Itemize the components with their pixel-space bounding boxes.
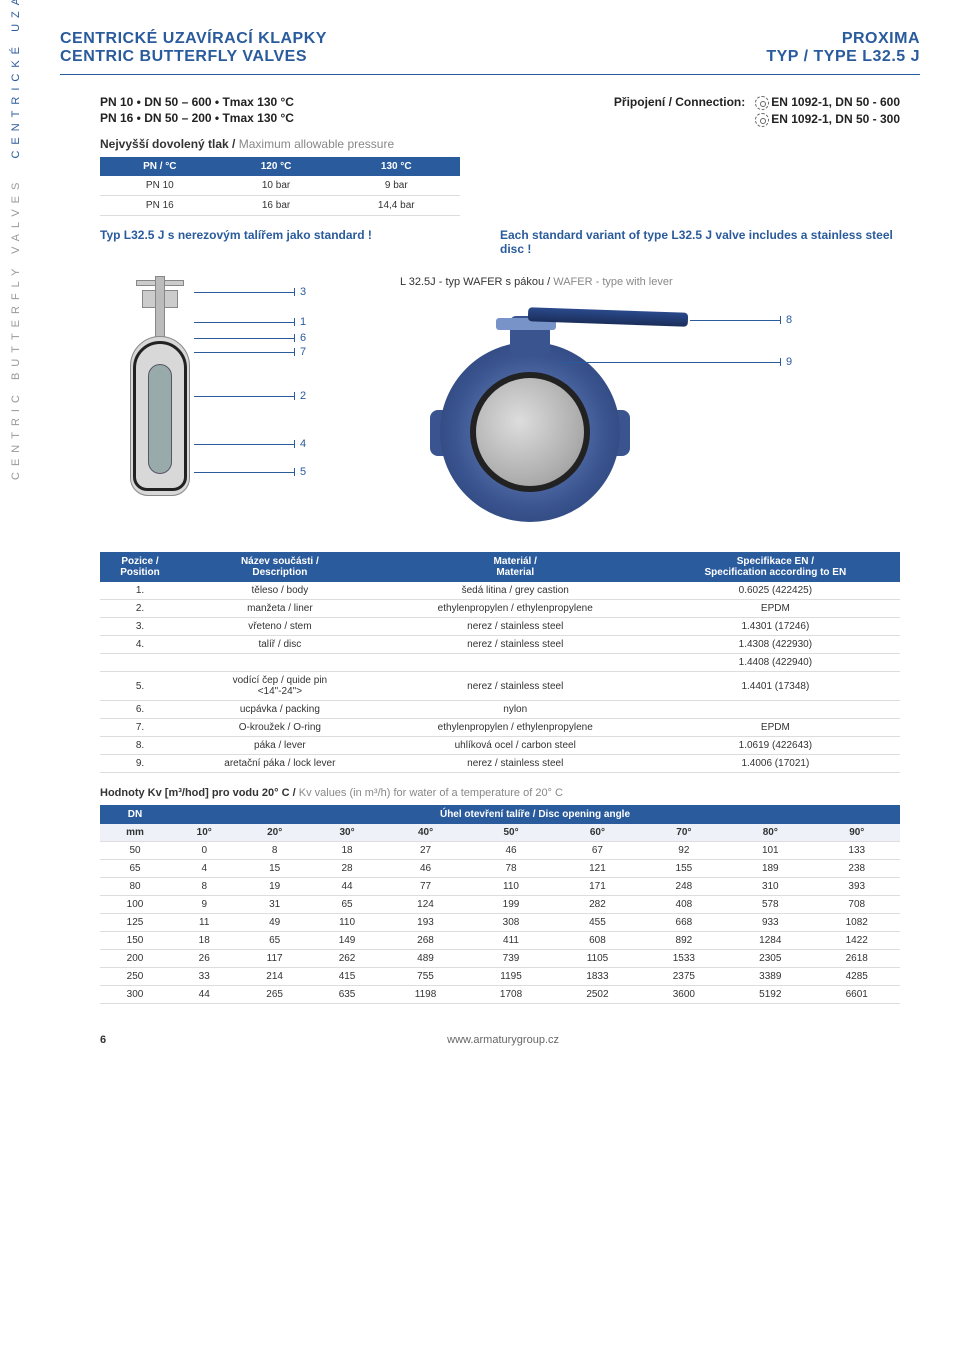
kv-row: 10093165124199282408578708 — [100, 896, 900, 914]
connection-label: Připojení / Connection: — [614, 95, 745, 109]
pressure-col-header: 120 °C — [220, 157, 333, 176]
pressure-table: PN / °C120 °C130 °C PN 1010 bar9 barPN 1… — [100, 157, 460, 216]
parts-col-header: Materiál /Material — [380, 552, 651, 582]
side-label: CENTRIC BUTTERFLY VALVES CENTRICKÉ UZAVÍ… — [10, 0, 22, 480]
callout-5: 5 — [300, 466, 306, 478]
pressure-heading: Nejvyšší dovolený tlak / Maximum allowab… — [100, 137, 920, 151]
standard-note-en: Each standard variant of type L32.5 J va… — [500, 228, 900, 256]
connection-value-1: EN 1092-1, DN 50 - 600 — [755, 95, 900, 110]
parts-row: 9.aretační páka / lock levernerez / stai… — [100, 755, 900, 773]
kv-col-label: mm — [100, 824, 170, 842]
callout-8: 8 — [786, 314, 792, 326]
kv-row: 30044265635119817082502360051926601 — [100, 986, 900, 1004]
kv-col-label: 10° — [170, 824, 238, 842]
standard-note-cz: Typ L32.5 J s nerezovým talířem jako sta… — [100, 228, 372, 256]
kv-table: DN Úhel otevření talíře / Disc opening a… — [100, 805, 900, 1004]
spec-line-1: PN 10 • DN 50 – 600 • Tmax 130 °C — [100, 95, 294, 109]
kv-col-label: 40° — [383, 824, 468, 842]
kv-row: 200261172624897391105153323052618 — [100, 950, 900, 968]
header-brand: PROXIMA — [766, 30, 920, 48]
kv-col-label: 20° — [238, 824, 310, 842]
callout-3: 3 — [300, 286, 306, 298]
photo-caption: L 32.5J - typ WAFER s pákou / WAFER - ty… — [400, 276, 820, 288]
kv-angle-header: Úhel otevření talíře / Disc opening angl… — [170, 805, 900, 824]
parts-row: 3.vřeteno / stemnerez / stainless steel1… — [100, 618, 900, 636]
parts-col-header: Pozice / Position — [100, 552, 180, 582]
figures-row: 3 1 6 7 2 4 5 L 32.5J - typ WAFER s páko… — [100, 276, 920, 532]
parts-row: 7.O-kroužek / O-ringethylenpropylen / et… — [100, 719, 900, 737]
kv-col-label: 80° — [727, 824, 813, 842]
kv-row: 50081827466792101133 — [100, 842, 900, 860]
kv-row: 2503321441575511951833237533894285 — [100, 968, 900, 986]
standard-note-row: Typ L32.5 J s nerezovým talířem jako sta… — [100, 228, 900, 256]
parts-table: Pozice / PositionNázev součásti /Descrip… — [100, 552, 900, 773]
parts-row: 4.talíř / discnerez / stainless steel1.4… — [100, 636, 900, 654]
parts-row: 1.těleso / bodyšedá litina / grey castio… — [100, 582, 900, 600]
flange-icon — [755, 96, 769, 110]
kv-row: 150186514926841160889212841422 — [100, 932, 900, 950]
kv-col-label: 30° — [311, 824, 383, 842]
pressure-col-header: PN / °C — [100, 157, 220, 176]
valve-photo — [400, 312, 660, 532]
parts-col-header: Specifikace EN /Specification according … — [651, 552, 900, 582]
header-title-en: CENTRIC BUTTERFLY VALVES — [60, 48, 327, 66]
parts-row: 2.manžeta / linerethylenpropylen / ethyl… — [100, 600, 900, 618]
spec-row: PN 10 • DN 50 – 600 • Tmax 130 °C PN 16 … — [100, 95, 900, 127]
parts-row: 1.4408 (422940) — [100, 654, 900, 672]
kv-col-label: 90° — [814, 824, 901, 842]
kv-row: 808194477110171248310393 — [100, 878, 900, 896]
parts-row: 5.vodící čep / quide pin<14"-24">nerez /… — [100, 672, 900, 701]
pressure-row: PN 1616 bar14,4 bar — [100, 196, 460, 216]
spec-line-2: PN 16 • DN 50 – 200 • Tmax 130 °C — [100, 111, 294, 125]
callout-9: 9 — [786, 356, 792, 368]
callout-4: 4 — [300, 438, 306, 450]
parts-row: 8.páka / leveruhlíková ocel / carbon ste… — [100, 737, 900, 755]
header-type: TYP / TYPE L32.5 J — [766, 48, 920, 66]
pressure-row: PN 1010 bar9 bar — [100, 176, 460, 196]
callout-7: 7 — [300, 346, 306, 358]
page-number: 6 — [100, 1034, 106, 1046]
flange-icon — [755, 113, 769, 127]
callout-6: 6 — [300, 332, 306, 344]
kv-col-label: 50° — [468, 824, 554, 842]
kv-col-label: 60° — [554, 824, 640, 842]
parts-row: 6.ucpávka / packingnylon — [100, 701, 900, 719]
connection-value-2: EN 1092-1, DN 50 - 300 — [755, 112, 900, 127]
kv-row: 12511491101933084556689331082 — [100, 914, 900, 932]
callout-2: 2 — [300, 390, 306, 402]
pressure-col-header: 130 °C — [333, 157, 460, 176]
kv-dn-header: DN — [100, 805, 170, 824]
callout-1: 1 — [300, 316, 306, 328]
kv-row: 65415284678121155189238 — [100, 860, 900, 878]
kv-col-label: 70° — [641, 824, 727, 842]
header-title-cz: CENTRICKÉ UZAVÍRACÍ KLAPKY — [60, 30, 327, 48]
page-header: CENTRICKÉ UZAVÍRACÍ KLAPKY CENTRIC BUTTE… — [60, 30, 920, 75]
kv-heading: Hodnoty Kv [m³/hod] pro vodu 20° C / Kv … — [100, 787, 900, 799]
page-footer: 6 www.armaturygroup.cz — [100, 1034, 900, 1046]
footer-url: www.armaturygroup.cz — [447, 1034, 559, 1046]
parts-col-header: Název součásti /Description — [180, 552, 380, 582]
